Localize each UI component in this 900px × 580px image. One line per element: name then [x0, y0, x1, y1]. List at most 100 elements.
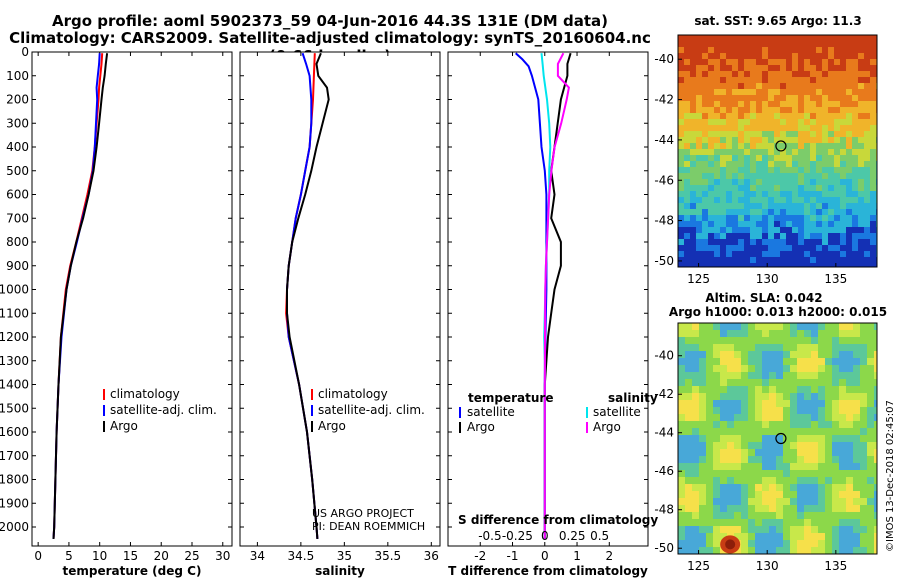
map-cell [769, 414, 776, 421]
map-cell [828, 53, 834, 59]
map-cell [846, 421, 853, 428]
map-cell [874, 484, 877, 491]
map-cell [810, 197, 816, 203]
map-cell [755, 463, 762, 470]
map-cell [769, 435, 776, 442]
map-cell [690, 215, 696, 221]
map-cell [776, 323, 783, 330]
map-cell [811, 547, 818, 554]
map-cell [780, 239, 786, 245]
map-cell [852, 173, 858, 179]
map-cell [769, 512, 776, 519]
x-tick-label: 130 [756, 559, 779, 573]
map-cell [874, 400, 877, 407]
map-cell [684, 119, 690, 125]
map-cell [732, 101, 738, 107]
map-cell [776, 547, 783, 554]
map-cell [678, 35, 684, 41]
map-cell [852, 149, 858, 155]
map-cell [858, 173, 864, 179]
map-cell [713, 379, 720, 386]
map-cell [699, 428, 706, 435]
map-cell [825, 372, 832, 379]
map-cell [840, 71, 846, 77]
map-cell [678, 89, 684, 95]
map-cell [774, 221, 780, 227]
map-cell [714, 209, 720, 215]
map-cell [780, 215, 786, 221]
map-cell [762, 101, 768, 107]
map-cell [720, 463, 727, 470]
map-cell [828, 83, 834, 89]
map-cell [768, 35, 774, 41]
map-cell [732, 245, 738, 251]
map-cell [714, 233, 720, 239]
map-cell [783, 365, 790, 372]
map-cell [738, 35, 744, 41]
map-cell [864, 113, 870, 119]
map-cell [768, 215, 774, 221]
map-cell [732, 47, 738, 53]
map-cell [798, 197, 804, 203]
map-cell [790, 547, 797, 554]
map-cell [678, 379, 685, 386]
map-cell [783, 540, 790, 547]
map-cell [768, 89, 774, 95]
map-cell [738, 137, 744, 143]
map-cell [816, 179, 822, 185]
map-cell [732, 95, 738, 101]
map-cell [734, 512, 741, 519]
map-cell [741, 463, 748, 470]
map-cell [726, 209, 732, 215]
map-cell [702, 167, 708, 173]
map-cell [864, 245, 870, 251]
sst-map-title: sat. SST: 9.65 Argo: 11.3 [694, 14, 861, 28]
map-cell [804, 179, 810, 185]
map-cell [720, 161, 726, 167]
map-cell [706, 372, 713, 379]
map-cell [804, 456, 811, 463]
map-cell [692, 547, 699, 554]
map-cell [858, 245, 864, 251]
map-cell [870, 197, 876, 203]
map-cell [699, 540, 706, 547]
map-cell [696, 53, 702, 59]
map-cell [768, 257, 774, 263]
map-cell [699, 526, 706, 533]
map-cell [702, 203, 708, 209]
map-cell [714, 203, 720, 209]
map-cell [804, 89, 810, 95]
map-cell [811, 372, 818, 379]
map-cell [726, 107, 732, 113]
map-cell [786, 47, 792, 53]
map-cell [867, 337, 874, 344]
map-cell [776, 456, 783, 463]
project-credit: US ARGO PROJECT [312, 507, 414, 520]
map-cell [822, 245, 828, 251]
map-cell [756, 131, 762, 137]
map-cell [860, 330, 867, 337]
map-cell [734, 435, 741, 442]
map-cell [762, 400, 769, 407]
map-cell [684, 89, 690, 95]
map-cell [846, 372, 853, 379]
map-cell [858, 113, 864, 119]
x-tick-label: 5 [65, 549, 73, 563]
map-cell [790, 449, 797, 456]
map-cell [732, 179, 738, 185]
map-cell [776, 463, 783, 470]
map-cell [860, 379, 867, 386]
map-cell [860, 519, 867, 526]
map-cell [720, 35, 726, 41]
map-cell [706, 449, 713, 456]
map-cell [860, 533, 867, 540]
map-cell [714, 161, 720, 167]
map-cell [840, 257, 846, 263]
map-cell [792, 131, 798, 137]
map-cell [726, 245, 732, 251]
map-cell [852, 113, 858, 119]
map-cell [832, 351, 839, 358]
map-cell [685, 463, 692, 470]
map-cell [734, 484, 741, 491]
map-cell [699, 421, 706, 428]
